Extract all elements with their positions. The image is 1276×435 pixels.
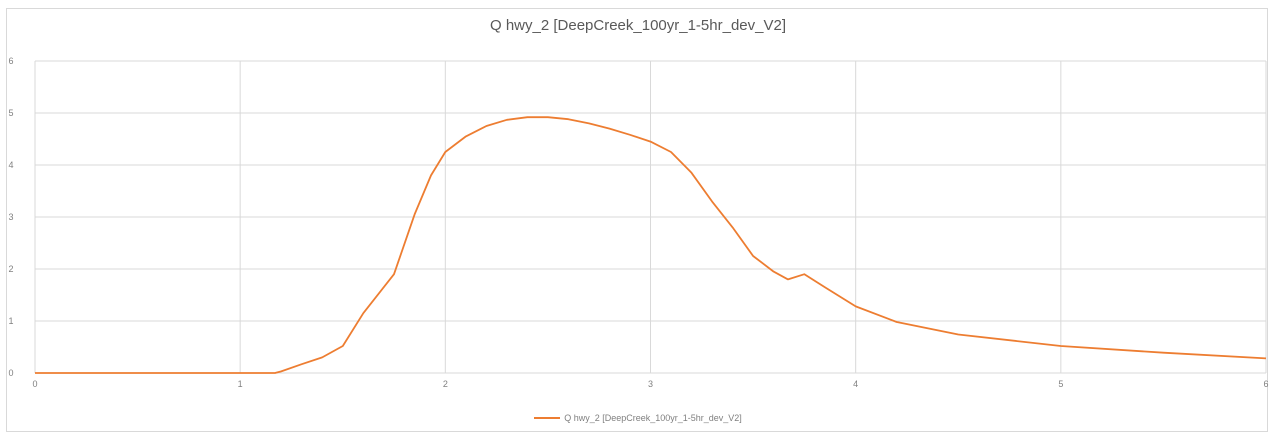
series-line-0 (35, 116, 1267, 374)
legend-label: Q hwy_2 [DeepCreek_100yr_1-5hr_dev_V2] (564, 413, 742, 423)
legend: Q hwy_2 [DeepCreek_100yr_1-5hr_dev_V2] (0, 413, 1276, 423)
y-axis-tick-labels: 0 1 2 3 4 5 6 (8, 56, 13, 378)
y-tick-label: 6 (8, 56, 13, 66)
y-tick-label: 3 (8, 212, 13, 222)
y-tick-label: 0 (8, 368, 13, 378)
y-tick-label: 4 (8, 160, 13, 170)
chart-title: Q hwy_2 [DeepCreek_100yr_1-5hr_dev_V2] (489, 17, 786, 34)
y-tick-label: 1 (8, 316, 13, 326)
x-tick-label: 1 (238, 379, 243, 389)
gridlines (34, 60, 1267, 374)
x-tick-label: 2 (443, 379, 448, 389)
chart-frame (6, 8, 1268, 432)
x-tick-label: 5 (1058, 379, 1063, 389)
legend-swatch (534, 417, 561, 419)
y-tick-label: 2 (8, 264, 13, 274)
x-tick-label: 3 (648, 379, 653, 389)
y-tick-label: 5 (8, 108, 13, 118)
x-axis-tick-labels: 0 1 2 3 4 5 6 (32, 379, 1268, 389)
x-tick-label: 0 (32, 379, 37, 389)
x-tick-label: 6 (1263, 379, 1268, 389)
series-lines (35, 116, 1267, 374)
x-tick-label: 4 (853, 379, 858, 389)
